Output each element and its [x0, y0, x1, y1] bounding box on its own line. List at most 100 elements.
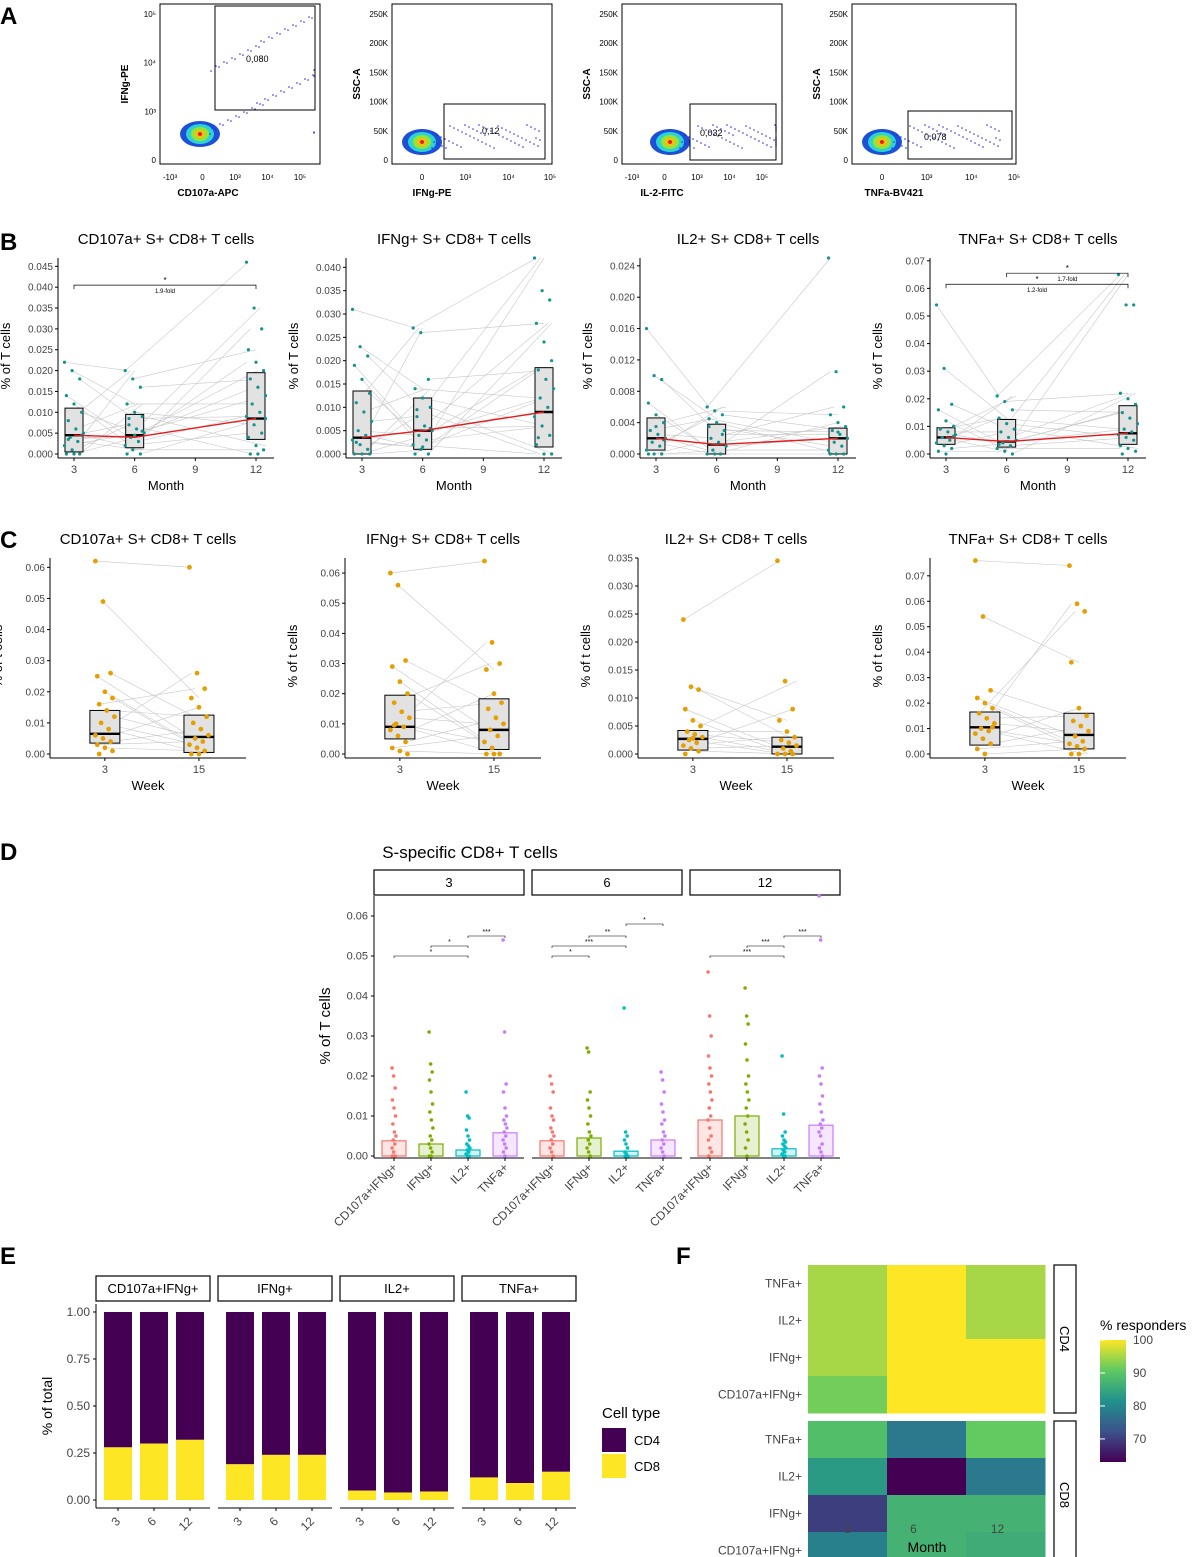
significance-bracket — [783, 935, 822, 938]
paired-line — [1012, 392, 1136, 455]
colorbar-tick-label: 80 — [1133, 1399, 1147, 1413]
data-point — [260, 327, 264, 331]
event-dot — [218, 66, 220, 68]
data-point — [467, 1154, 471, 1158]
data-point — [70, 448, 74, 452]
x-axis-title: Month — [908, 1539, 947, 1555]
event-dot — [433, 141, 435, 143]
data-point — [426, 377, 430, 381]
data-point — [489, 640, 495, 645]
paired-line — [399, 750, 496, 755]
data-point — [708, 1114, 713, 1118]
event-dot — [738, 130, 740, 132]
paired-line — [83, 424, 126, 434]
data-point — [127, 423, 131, 427]
event-dot — [303, 21, 305, 23]
flow-x-tick: 0 — [880, 173, 885, 182]
category-bar — [697, 1119, 723, 1157]
data-point — [131, 377, 135, 381]
event-dot — [688, 136, 690, 138]
event-dot — [725, 139, 727, 141]
event-dot — [457, 129, 459, 131]
event-dot — [942, 126, 944, 128]
x-tick-label: 15 — [193, 764, 205, 776]
x-tick-label: 6 — [714, 464, 720, 476]
data-point — [819, 1126, 824, 1130]
y-axis-title: % of t cells — [578, 624, 593, 687]
data-point — [503, 1122, 508, 1126]
data-point — [190, 720, 196, 726]
data-point — [397, 748, 403, 754]
data-point — [707, 1082, 711, 1086]
data-point — [415, 408, 419, 412]
panel-e-stacked-bars: 0.00 0.25 0.50 0.75 1.00 % of total CD107a+IFN… — [39, 1275, 660, 1534]
data-point — [746, 1138, 750, 1142]
paired-line — [369, 449, 433, 455]
paired-line — [134, 411, 258, 426]
event-dot — [280, 90, 282, 92]
data-point — [706, 1118, 710, 1122]
event-dot — [941, 141, 943, 143]
y-tick-label: 0.045 — [28, 262, 53, 273]
gate-value: 0,080 — [246, 54, 269, 64]
event-dot — [307, 79, 309, 81]
paired-line — [71, 370, 135, 405]
x-tick-label: 3 — [359, 464, 365, 476]
paired-line — [430, 425, 554, 429]
data-point — [659, 1070, 663, 1074]
x-tick-label: 3 — [397, 764, 403, 776]
event-dot — [921, 131, 923, 133]
data-point — [187, 564, 192, 570]
legend-label: CD4 — [634, 1433, 660, 1448]
data-point — [625, 1146, 630, 1150]
colorbar-tick-label: 90 — [1133, 1366, 1147, 1380]
paired-line — [413, 257, 537, 329]
x-tick-label: 6 — [132, 464, 138, 476]
event-dot — [998, 130, 1000, 132]
y-tick-label: 0.035 — [316, 286, 341, 297]
event-dot — [235, 115, 237, 117]
data-point — [536, 368, 540, 372]
data-point — [397, 679, 403, 685]
data-point — [405, 751, 410, 757]
data-point — [682, 751, 688, 757]
paired-line — [1004, 392, 1129, 402]
heatmap-cell — [887, 1495, 967, 1533]
data-point — [680, 617, 686, 622]
cd8-bar-segment — [542, 1471, 570, 1500]
y-tick-label: 0.06 — [347, 911, 368, 923]
event-dot — [517, 135, 519, 137]
x-tick-label: 6 — [510, 1514, 525, 1529]
x-tick-label: TNFa+ — [633, 1160, 669, 1196]
event-dot — [313, 69, 315, 71]
y-tick-label: 0.020 — [28, 366, 53, 377]
data-point — [536, 436, 540, 440]
data-point — [692, 732, 698, 737]
data-point — [489, 745, 495, 751]
y-tick-label: 0.010 — [28, 408, 53, 419]
data-point — [483, 667, 489, 672]
x-axis-title: Week — [132, 778, 165, 793]
event-dot — [999, 139, 1001, 141]
data-point — [550, 1142, 555, 1146]
paired-line — [420, 257, 545, 450]
stacked-facet: IL2+ 3 6 12 — [339, 1275, 455, 1534]
cd4-bar-segment — [506, 1312, 534, 1484]
event-dot — [239, 53, 241, 55]
box-iqr — [352, 390, 372, 455]
event-dot — [891, 147, 893, 149]
panel-label-f: F — [676, 1243, 691, 1270]
data-point — [997, 442, 1001, 446]
data-point — [482, 558, 487, 564]
heatmap-cell — [887, 1265, 967, 1303]
data-point — [836, 421, 840, 425]
facet-strip-label: CD107a+IFNg+ — [107, 1281, 198, 1296]
data-point — [1067, 741, 1072, 747]
paired-line — [416, 409, 541, 455]
data-point — [1067, 563, 1072, 569]
event-dot — [497, 125, 499, 127]
heatmap-cell — [808, 1532, 888, 1557]
flow-plot-frame — [159, 3, 321, 165]
cd4-bar-segment — [348, 1312, 376, 1491]
